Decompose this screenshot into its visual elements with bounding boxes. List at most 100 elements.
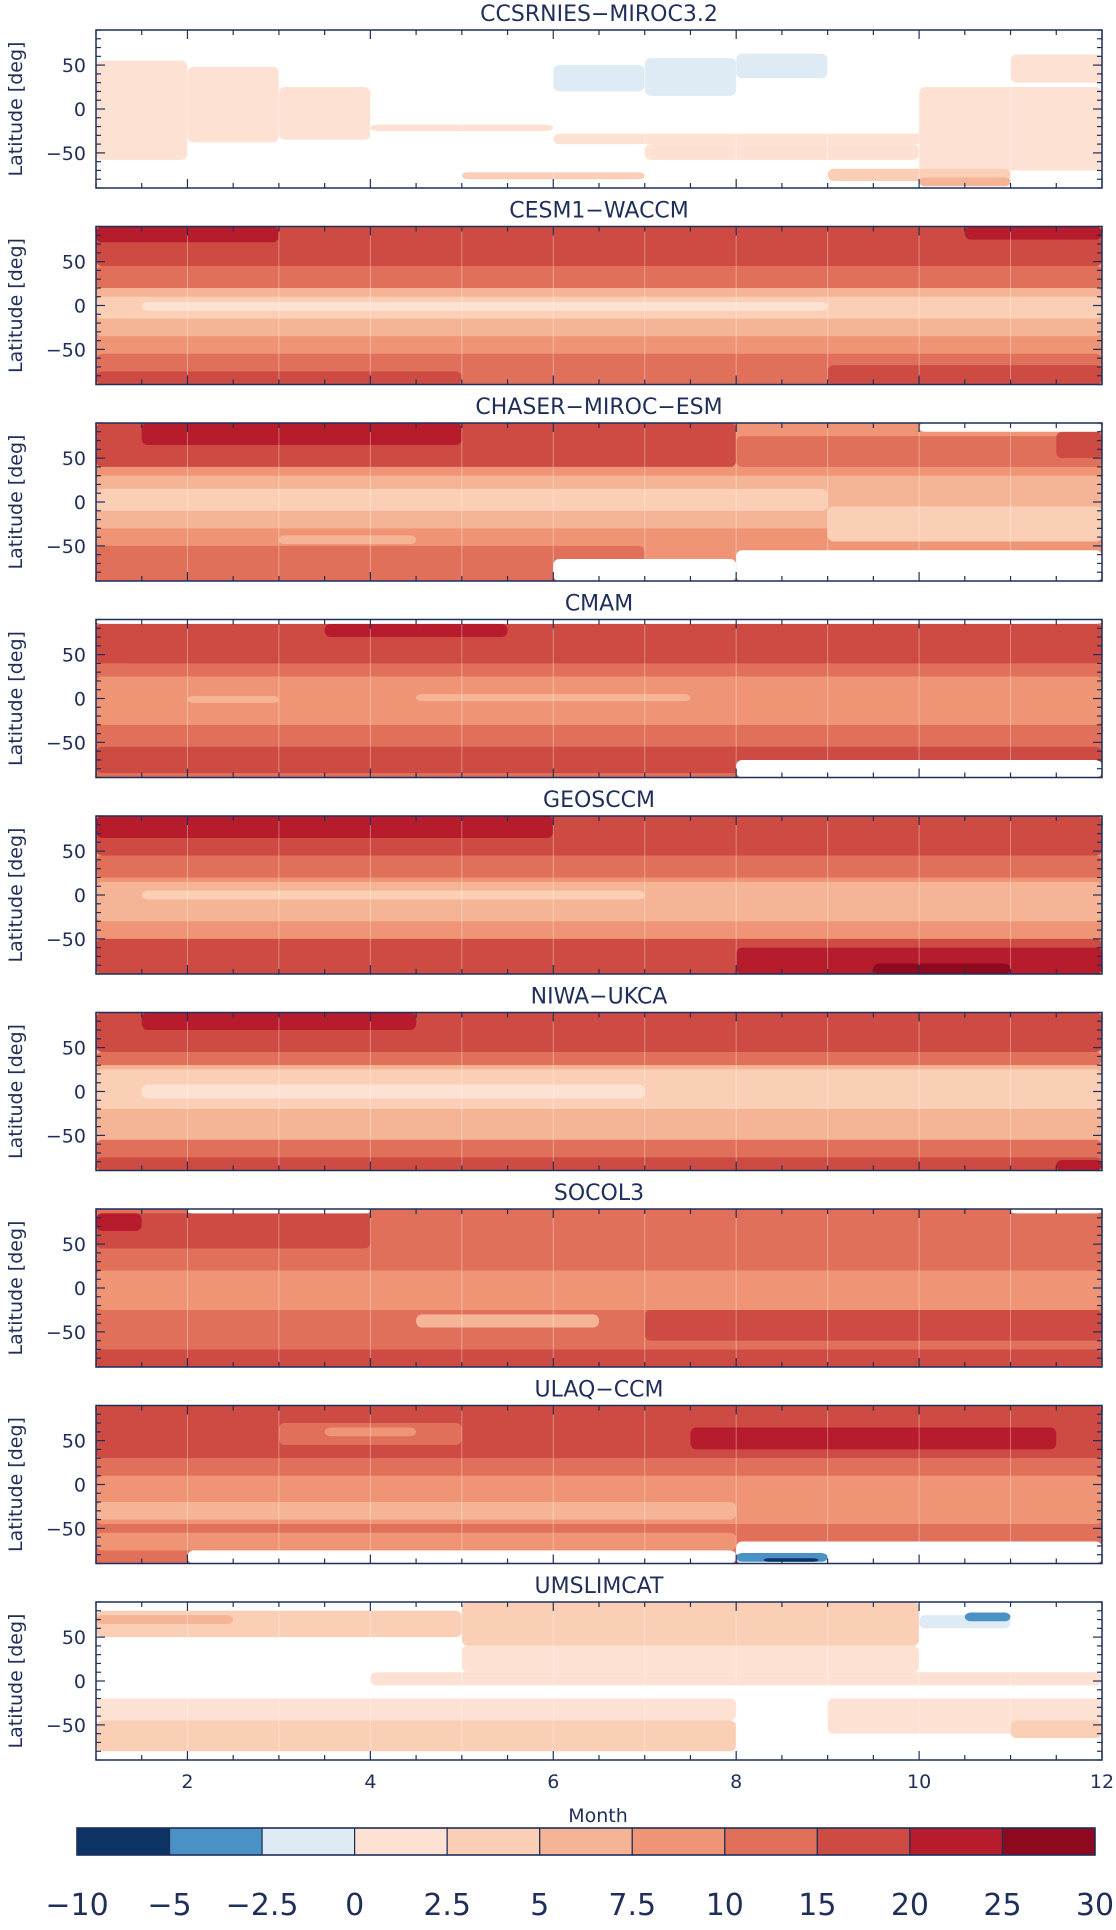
contour-region xyxy=(96,1052,1102,1066)
contour-region xyxy=(96,1270,1102,1310)
colorbar: −10 −5 −2.5 0 2.5 5 7.5 10 15 20 25 30 xyxy=(45,1827,1114,1923)
colorbar-swatch xyxy=(816,1827,911,1856)
y-tick-label: 50 xyxy=(62,55,86,77)
y-tick-label: −50 xyxy=(46,929,86,951)
colorbar-swatch xyxy=(76,1827,171,1856)
x-tick-label: 6 xyxy=(547,1771,559,1793)
x-tick-label: 2 xyxy=(181,1771,193,1793)
contour-region xyxy=(96,266,1102,288)
contour-region xyxy=(644,144,920,160)
contour-region xyxy=(96,1502,737,1520)
colorbar-tick-label: 7.5 xyxy=(608,1888,656,1923)
y-tick-label: −50 xyxy=(46,536,86,558)
contour-region xyxy=(141,423,462,445)
y-tick-label: 0 xyxy=(74,1278,86,1300)
panel: 50 0 −50 Latitude [deg] UMSLIMCAT 2 4 6 8 10 12 xyxy=(5,1574,1114,1793)
colorbar-swatch xyxy=(539,1827,633,1856)
colorbar-tick-label: 25 xyxy=(983,1888,1021,1923)
panel-title: NIWA−UKCA xyxy=(531,985,668,1010)
colorbar-swatch xyxy=(909,1827,1004,1856)
contour-region xyxy=(644,1309,1102,1341)
y-tick-label: −50 xyxy=(46,1322,86,1344)
x-tick-label: 10 xyxy=(907,1771,931,1793)
contour-region xyxy=(919,87,1102,171)
colorbar-swatch xyxy=(1001,1827,1096,1856)
contour-region xyxy=(324,623,508,638)
y-tick-label: 0 xyxy=(74,296,86,318)
x-axis-label: Month xyxy=(568,1805,628,1827)
contour-region xyxy=(964,1612,1011,1622)
colorbar-tick-label: 20 xyxy=(891,1888,929,1923)
contour-region xyxy=(96,1213,142,1231)
panel-title: CESM1−WACCM xyxy=(509,199,689,224)
colorbar-tick-label: 15 xyxy=(798,1888,836,1923)
y-tick-label: −50 xyxy=(46,339,86,361)
panel-title: SOCOL3 xyxy=(554,1181,644,1206)
contour-region xyxy=(416,1314,599,1328)
panel: 50 0 −50 Latitude [deg] CCSRNIES−MIROC3.2 xyxy=(5,2,1103,189)
y-tick-label: −50 xyxy=(46,732,86,754)
contour-region xyxy=(736,53,828,79)
contour-region xyxy=(1010,1720,1102,1739)
contour-region xyxy=(187,66,279,143)
contour-region xyxy=(461,1645,920,1673)
contour-region xyxy=(1056,431,1102,459)
colorbar-frame xyxy=(76,1827,1096,1856)
panel-title: CHASER−MIROC−ESM xyxy=(475,395,722,420)
contour-region xyxy=(278,87,371,140)
contour-field xyxy=(96,1012,1102,1171)
contour-field xyxy=(96,816,1102,974)
contour-region xyxy=(96,1349,1102,1367)
panels: 50 0 −50 Latitude [deg] CCSRNIES−MIROC3.2 50 0… xyxy=(5,2,1114,1793)
contour-field xyxy=(96,423,1102,581)
y-axis-label: Latitude [deg] xyxy=(5,238,27,373)
y-axis-label: Latitude [deg] xyxy=(5,435,27,570)
contour-region xyxy=(736,947,1102,974)
colorbar-tick-label: −2.5 xyxy=(226,1888,299,1923)
contour-region xyxy=(553,65,645,92)
contour-region xyxy=(736,550,1102,581)
x-tick-label: 8 xyxy=(730,1771,742,1793)
contour-region xyxy=(690,1427,1057,1450)
panel-title: ULAQ−CCM xyxy=(535,1378,664,1403)
panel-title: GEOSCCM xyxy=(543,788,655,813)
contour-region xyxy=(96,545,645,581)
y-axis-label: Latitude [deg] xyxy=(5,1221,27,1356)
contour-region xyxy=(141,890,645,900)
contour-field xyxy=(96,1209,1102,1367)
contour-region xyxy=(324,1427,417,1437)
contour-region xyxy=(644,58,737,96)
contour-field xyxy=(96,30,1102,188)
contour-region xyxy=(370,1672,1102,1686)
colorbar-swatch xyxy=(446,1827,541,1856)
colorbar-tick-label: −10 xyxy=(45,1888,108,1923)
colorbar-swatch xyxy=(724,1827,818,1856)
y-tick-label: 50 xyxy=(62,252,86,274)
contour-region xyxy=(553,559,737,581)
y-axis-label: Latitude [deg] xyxy=(5,42,27,177)
contour-field xyxy=(96,226,1102,385)
y-axis-label: Latitude [deg] xyxy=(5,631,27,766)
contour-region xyxy=(827,365,1102,385)
contour-region xyxy=(1056,1159,1102,1171)
contour-region xyxy=(873,963,1011,974)
contour-region xyxy=(370,124,554,131)
contour-region xyxy=(96,881,1102,922)
y-tick-label: −50 xyxy=(46,1715,86,1737)
contour-region xyxy=(736,436,1102,467)
y-tick-label: 50 xyxy=(62,645,86,667)
y-axis-label: Latitude [deg] xyxy=(5,1024,27,1159)
panel: 50 0 −50 Latitude [deg] CHASER−MIROC−ESM xyxy=(5,395,1103,582)
panel-title: CMAM xyxy=(565,592,633,617)
x-tick-label: 12 xyxy=(1090,1771,1114,1793)
colorbar-tick-label: 5 xyxy=(530,1888,549,1923)
y-tick-label: 50 xyxy=(62,841,86,863)
colorbar-tick-label: 30 xyxy=(1076,1888,1114,1923)
y-axis-label: Latitude [deg] xyxy=(5,1417,27,1552)
panel: 50 0 −50 Latitude [deg] SOCOL3 xyxy=(5,1181,1103,1368)
colorbar-swatch xyxy=(631,1827,726,1856)
y-tick-label: 50 xyxy=(62,1234,86,1256)
y-tick-label: −50 xyxy=(46,143,86,165)
y-tick-label: −50 xyxy=(46,1125,86,1147)
